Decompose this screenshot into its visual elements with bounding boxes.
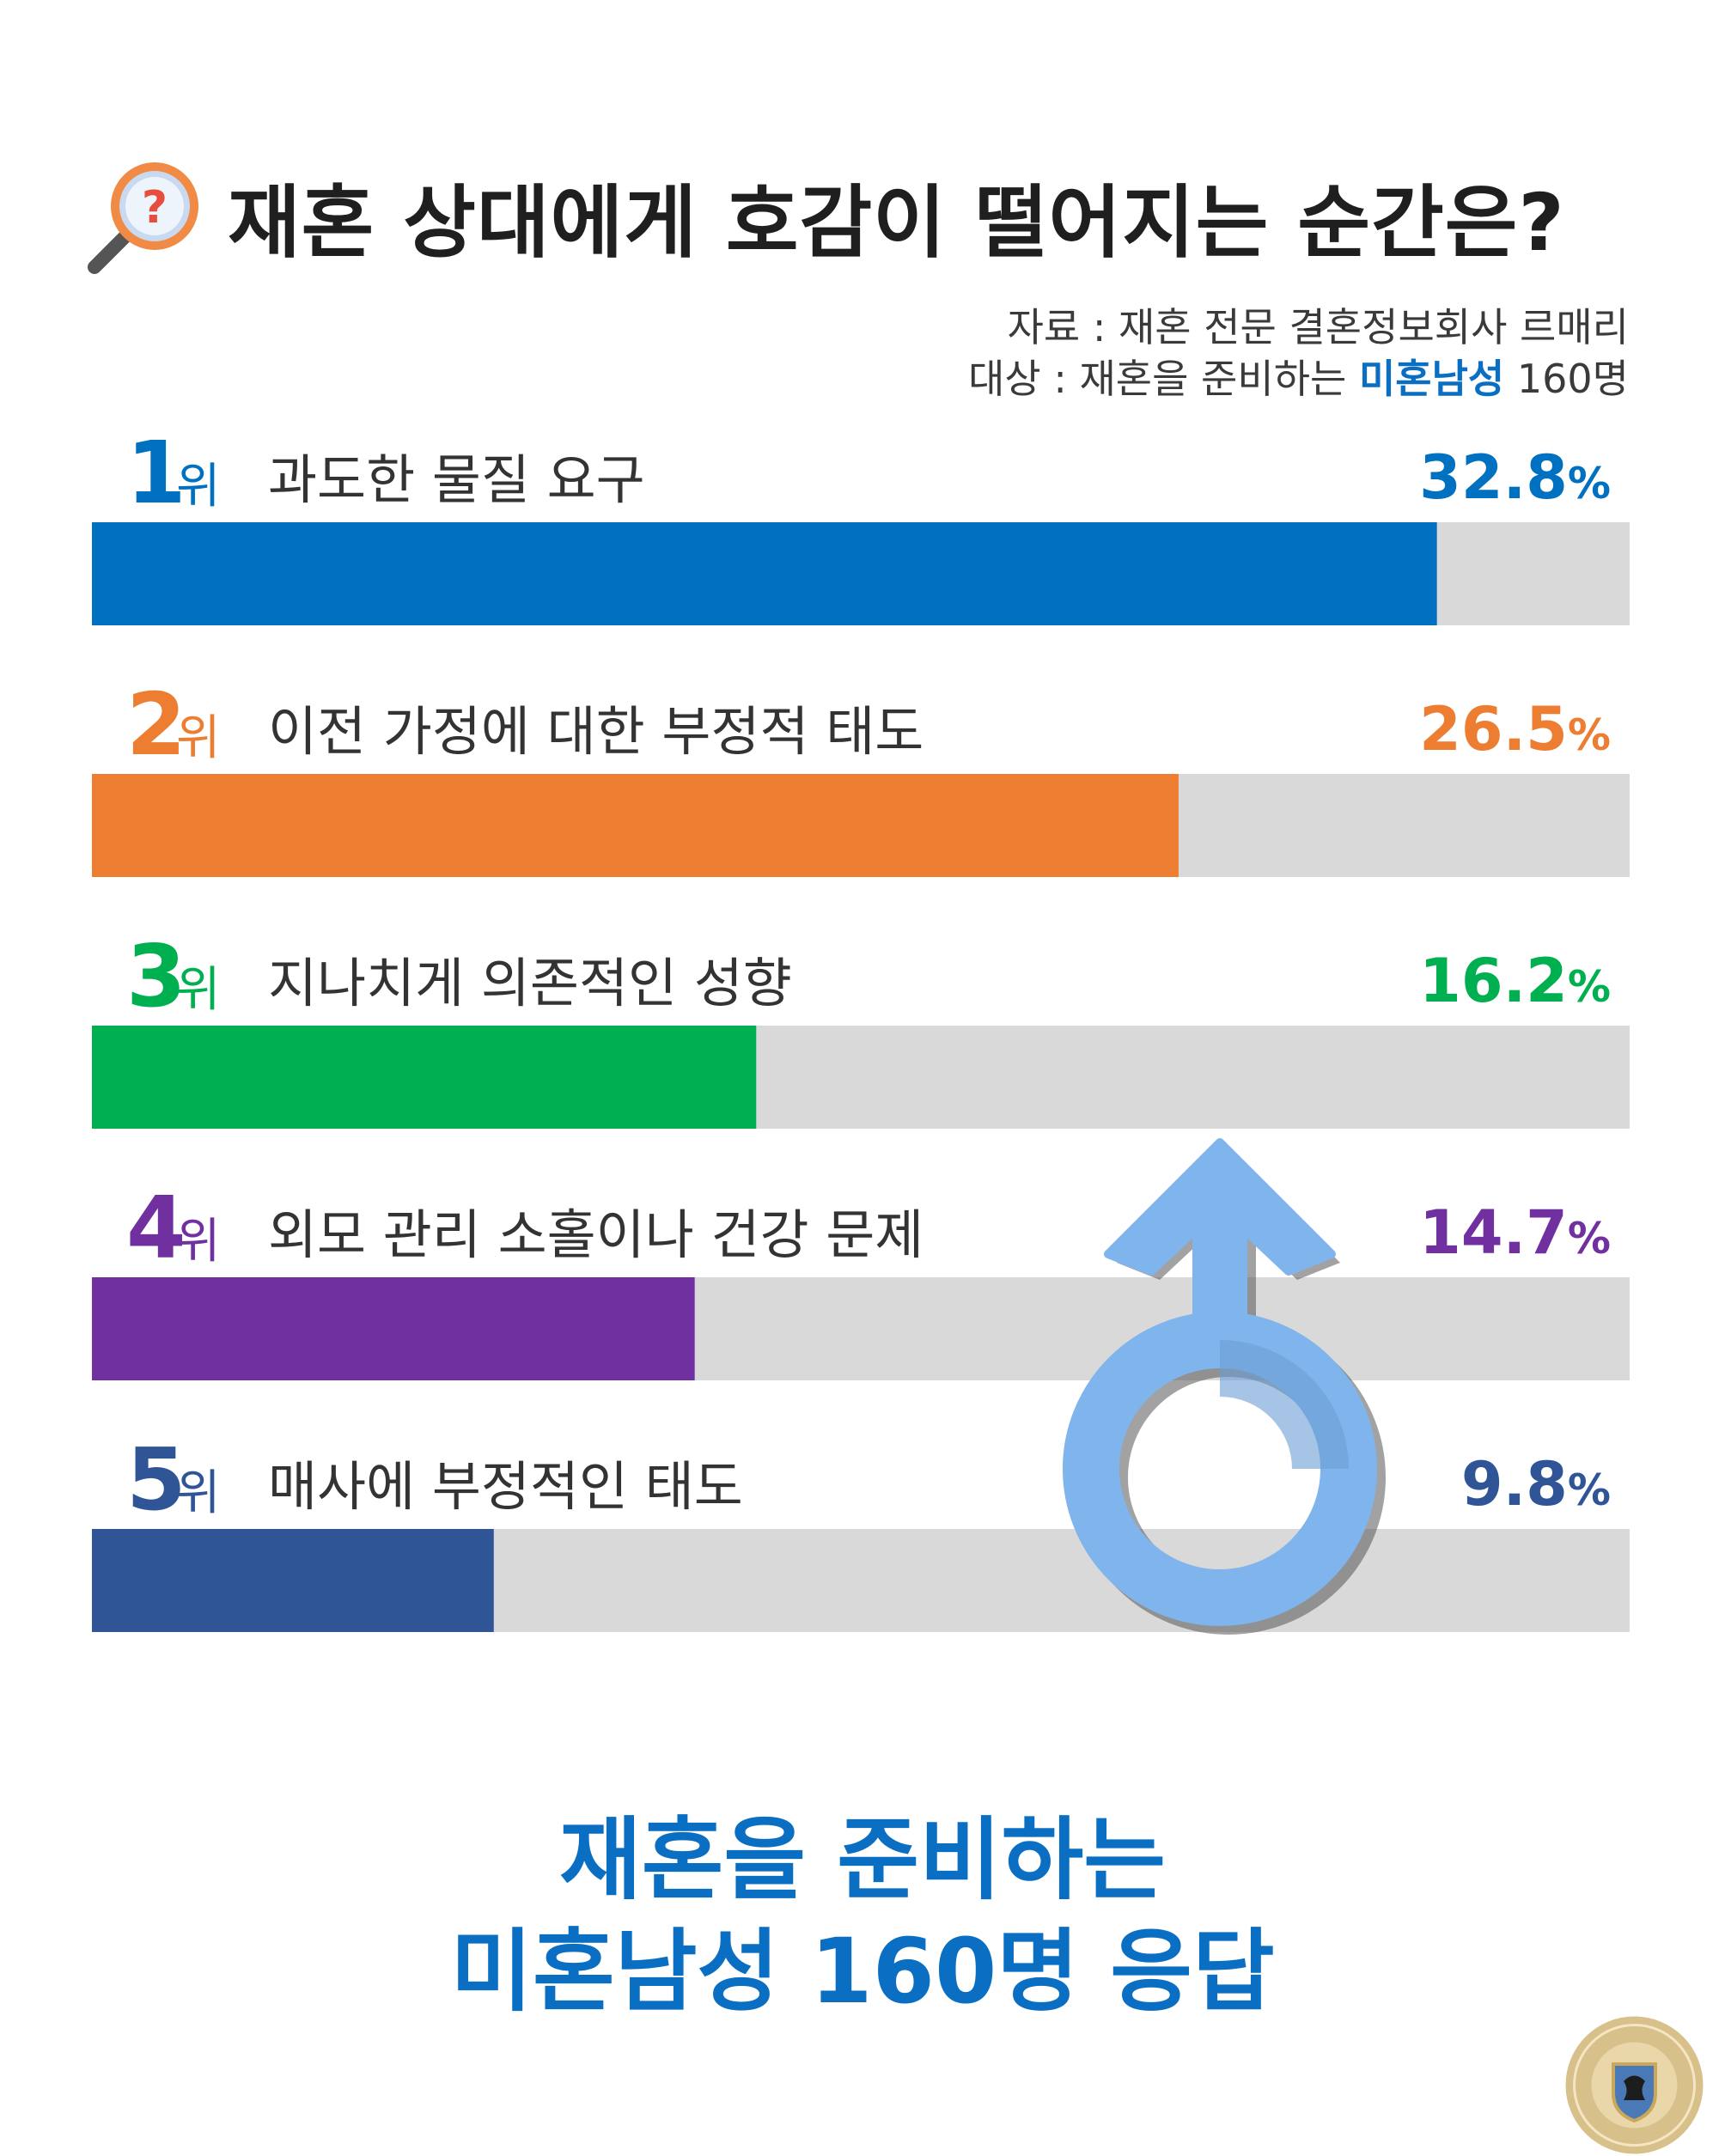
category-label: 외모 관리 소홀이나 건강 문제 xyxy=(268,1203,923,1266)
footer-line-2: 미혼남성 160명 응답 xyxy=(450,1919,1275,2024)
page-title: 재혼 상대에게 호감이 떨어지는 순간은? xyxy=(228,177,1565,269)
target-prefix: 대상 : 재혼을 준비하는 xyxy=(968,356,1359,402)
target-highlight: 미혼남성 xyxy=(1358,356,1505,402)
bar-3 xyxy=(92,1026,757,1129)
footer-text: 재혼을 준비하는 미혼남성 160명 응답 xyxy=(0,1804,1725,2027)
value-label: 9.8% xyxy=(1461,1449,1611,1520)
rank-number: 3 xyxy=(126,926,186,1026)
bar-2 xyxy=(92,774,1179,877)
source-note: 자료 : 재혼 전문 결혼정보회사 르매리 xyxy=(1007,304,1629,350)
category-label: 이전 가정에 대한 부정적 태도 xyxy=(268,700,923,763)
value-label: 32.8% xyxy=(1419,442,1611,513)
value-label: 16.2% xyxy=(1419,946,1611,1016)
bar-4 xyxy=(92,1277,695,1380)
lemarry-seal-logo xyxy=(1565,2016,1704,2154)
bar-5 xyxy=(92,1529,494,1632)
rank-number: 2 xyxy=(126,674,186,775)
rank-suffix: 위 xyxy=(176,1214,221,1270)
rank-suffix: 위 xyxy=(176,459,221,515)
value-label: 26.5% xyxy=(1419,694,1611,764)
category-label: 과도한 물질 요구 xyxy=(268,448,645,511)
target-note: 대상 : 재혼을 준비하는 미혼남성 160명 xyxy=(968,348,1629,405)
value-label: 14.7% xyxy=(1419,1197,1611,1268)
target-suffix: 160명 xyxy=(1504,356,1629,402)
title-block: ? 재혼 상대에게 호감이 떨어지는 순간은? xyxy=(86,150,1649,279)
bar-1 xyxy=(92,522,1437,625)
rank-number: 4 xyxy=(126,1178,186,1278)
magnifier-question-icon: ? xyxy=(88,162,198,274)
footer-line-1: 재혼을 준비하는 xyxy=(559,1807,1166,1912)
svg-text:?: ? xyxy=(142,182,168,234)
category-label: 매사에 부정적인 태도 xyxy=(268,1455,743,1518)
male-symbol-icon xyxy=(1063,1138,1386,1635)
rank-suffix: 위 xyxy=(176,1465,221,1521)
rank-number: 1 xyxy=(126,423,186,523)
rank-number: 5 xyxy=(126,1429,186,1530)
rank-suffix: 위 xyxy=(176,710,221,766)
category-label: 지나치게 의존적인 성향 xyxy=(268,952,792,1014)
rank-suffix: 위 xyxy=(176,962,221,1018)
